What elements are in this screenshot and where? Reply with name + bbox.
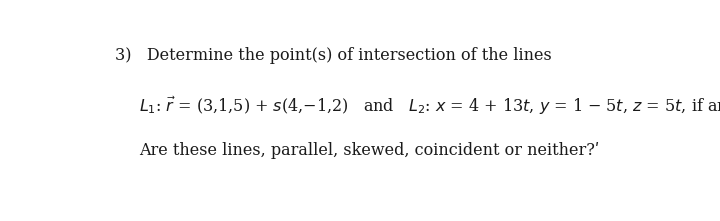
Text: 3)   Determine the point(s) of intersection of the lines: 3) Determine the point(s) of intersectio… bbox=[115, 47, 552, 64]
Text: $L_1$: $\vec{r}$ = (3,1,5) + $s$(4,−1,2)   and   $L_2$: $x$ = 4 + 13$t$, $y$ = 1: $L_1$: $\vec{r}$ = (3,1,5) + $s$(4,−1,2)… bbox=[139, 95, 720, 118]
Text: Are these lines, parallel, skewed, coincident or neither?ʹ: Are these lines, parallel, skewed, coinc… bbox=[139, 142, 600, 159]
